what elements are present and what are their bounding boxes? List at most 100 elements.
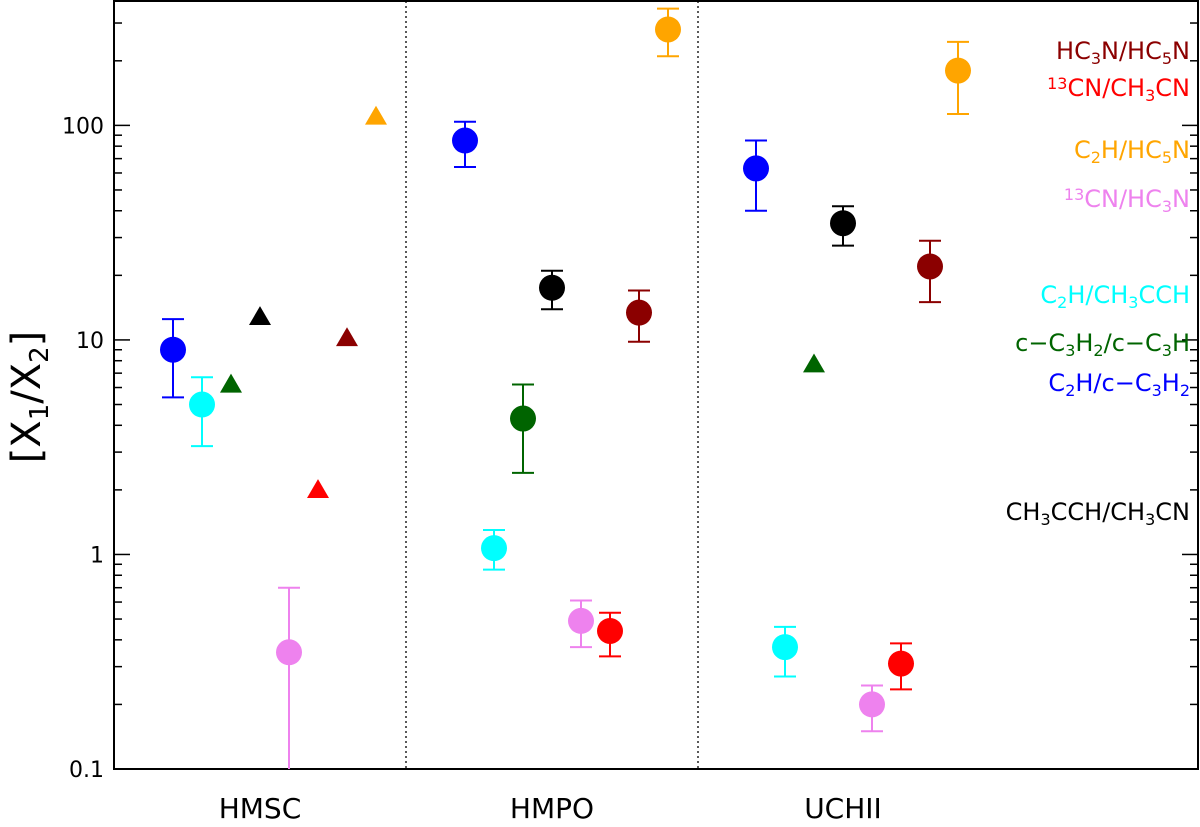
circle-marker (597, 617, 623, 644)
y-axis-title: [X1/X2] (4, 331, 55, 464)
legend-text-part: N (1172, 37, 1190, 65)
legend-text-part: 13 (1064, 185, 1084, 204)
legend-text-part: H/c−C (1075, 369, 1151, 397)
legend-text-part: CCH/CH (1051, 498, 1145, 526)
point-c2h_c3h2-uchii (743, 139, 769, 212)
y-axis-label-part: X (4, 420, 50, 447)
legend-text-part: H/HC (1101, 136, 1162, 164)
legend-circle (945, 57, 971, 84)
category-dividers (405, 1, 699, 769)
legend-text-part: 3 (1162, 341, 1172, 360)
legend-text-part: CN (1155, 74, 1190, 102)
legend-sample-marker (945, 40, 971, 115)
y-axis-label-part: 1 (25, 404, 55, 421)
legend-text-part: 3 (1065, 341, 1075, 360)
legend-text-part: H (1162, 369, 1180, 397)
legend-text-part: CN (1155, 498, 1190, 526)
point-c2h_hc5n-hmsc (365, 105, 387, 125)
legend-text-part: H/CH (1067, 281, 1128, 309)
circle-marker (859, 691, 885, 718)
y-axis: 0.1 1 10 100 (62, 22, 1198, 783)
legend-entry-1: HC3N/HC5N (1056, 37, 1190, 68)
point-c2h_ch3cch-uchii (772, 625, 798, 678)
legend-entry-6: c−C3H2/c−C3H (1015, 329, 1190, 360)
point-cc3h2_cc3h-hmsc (220, 373, 242, 393)
legend-text-part: HC (1056, 37, 1091, 65)
y-axis-label-part: 2 (25, 346, 55, 363)
triangle-marker (307, 479, 329, 498)
point-cc3h2_cc3h-hmpo (510, 383, 536, 474)
legend-text-part: 5 (1162, 148, 1172, 167)
category-label-uchii: UCHII (804, 792, 882, 825)
legend-text-part: C (1040, 281, 1057, 309)
circle-marker (888, 650, 914, 677)
legend-text-part: N (1172, 136, 1190, 164)
circle-marker (830, 210, 856, 237)
point-c2h_hc5n-hmpo (655, 7, 681, 58)
point-ch3cch_ch3cn-hmsc (249, 306, 271, 326)
circle-marker (655, 16, 681, 43)
legend-entry-7: C2H/c−C3H2 (1048, 369, 1190, 400)
legend-text-part: CN/CH (1067, 74, 1145, 102)
y-tick-label: 10 (76, 329, 104, 354)
legend-entry-8: CH3CCH/CH3CN (1006, 498, 1190, 529)
category-label-hmpo: HMPO (510, 792, 594, 825)
circle-marker (772, 634, 798, 661)
circle-marker (568, 607, 594, 634)
legend-text-part: H (1075, 329, 1093, 357)
triangle-marker (220, 373, 242, 393)
circle-marker (917, 253, 943, 280)
y-axis-label-part: ] (4, 331, 50, 347)
triangle-marker (336, 327, 358, 347)
legend-text-part: N/HC (1101, 37, 1162, 65)
legend-entry-2: 13CN/CH3CN (1047, 74, 1190, 105)
circle-marker (189, 391, 215, 418)
point-hc3n_hc5n-hmsc (336, 327, 358, 347)
legend-text-part: 2 (1180, 381, 1190, 400)
circle-marker (452, 127, 478, 154)
legend-text-part: 2 (1091, 148, 1101, 167)
legend-text-part: H (1172, 329, 1190, 357)
point-ch3cch_ch3cn-hmpo (539, 269, 565, 311)
legend-text-part: 3 (1145, 510, 1155, 529)
circle-marker (481, 535, 507, 562)
point-13cn_ch3cn-uchii (888, 642, 914, 691)
y-tick-label: 0.1 (69, 758, 104, 783)
circle-marker (276, 639, 302, 666)
point-13cn_hc3n-hmsc (276, 586, 302, 769)
y-axis-label: [X1/X2] (4, 331, 55, 464)
triangle-marker (365, 105, 387, 125)
point-hc3n_hc5n-hmpo (626, 289, 652, 343)
legend-text-part: CCH (1138, 281, 1190, 309)
legend-text-part: c−C (1015, 329, 1065, 357)
triangle-marker (803, 353, 825, 373)
legend-text-part: 3 (1145, 86, 1155, 105)
legend: HC3N/HC5N13CN/CH3CNC2H/HC5N13CN/HC3NC2H/… (945, 37, 1190, 529)
legend-entry-4: 13CN/HC3N (1064, 185, 1190, 216)
legend-text-part: 3 (1040, 510, 1050, 529)
circle-marker (160, 336, 186, 363)
circle-marker (743, 155, 769, 182)
legend-text-part: CN/HC (1084, 185, 1162, 213)
legend-text-part: 3 (1152, 381, 1162, 400)
legend-text-part: C (1074, 136, 1091, 164)
plot-border (113, 0, 1199, 770)
legend-text-part: 2 (1065, 381, 1075, 400)
point-c2h_ch3cch-hmpo (481, 529, 507, 571)
point-c2h_c3h2-hmsc (160, 318, 186, 399)
point-c2h_ch3cch-hmsc (189, 376, 215, 448)
point-c2h_c3h2-hmpo (452, 120, 478, 168)
legend-entry-3: C2H/HC5N (1074, 136, 1190, 167)
point-cc3h2_cc3h-uchii (803, 353, 825, 373)
legend-text-part: C (1048, 369, 1065, 397)
legend-text-part: 13 (1047, 74, 1067, 93)
legend-text-part: /c−C (1104, 329, 1162, 357)
legend-text-part: CH (1006, 498, 1041, 526)
y-axis-label-part: [ (4, 448, 50, 464)
point-13cn_ch3cn-hmpo (597, 611, 623, 658)
circle-marker (510, 405, 536, 432)
y-tick-label: 100 (62, 114, 104, 139)
data-points (160, 7, 943, 769)
legend-text-part: N (1172, 185, 1190, 213)
